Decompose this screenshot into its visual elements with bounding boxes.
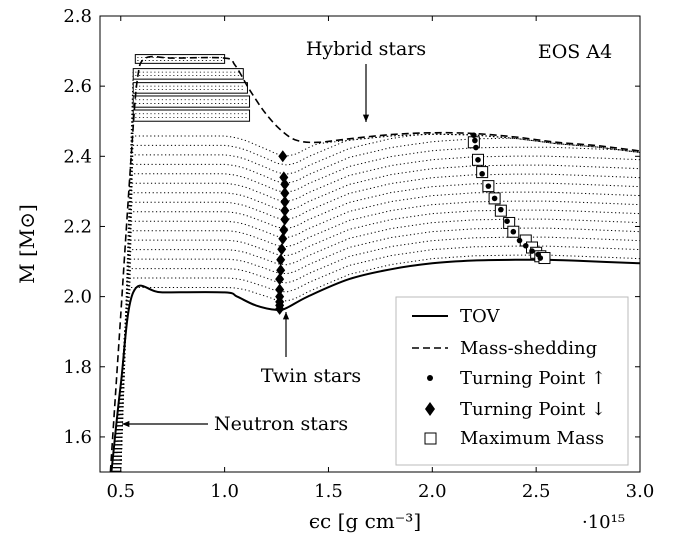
legend-maximum-mass-label: Maximum Mass [460, 428, 604, 449]
turning-point-up-marker [516, 237, 523, 244]
turning-point-down-marker [275, 273, 285, 286]
mass-shedding-curve [109, 55, 640, 472]
neutron-stars-arrow-head [122, 420, 130, 428]
hatched-box-4 [134, 54, 226, 64]
turning-point-up-marker [472, 137, 478, 144]
x-tick-label: 0.5 [106, 481, 135, 502]
legend-turning-down-swatch [425, 402, 435, 416]
rotating-sequence-7 [115, 191, 640, 472]
rotating-sequence-0 [112, 254, 640, 472]
rotating-sequence-13 [118, 137, 640, 472]
y-axis-ticks: 1.6 1.8 2.0 2.2 2.4 2.6 2.8 [63, 6, 640, 448]
legend-turning-up-label: Turning Point ↑ [460, 368, 606, 389]
x-tick-label: 1.5 [314, 481, 343, 502]
rotating-sequence-11 [117, 155, 640, 472]
legend-box [395, 296, 629, 466]
turning-point-down-marker [276, 253, 286, 266]
y-tick-label: 2.0 [63, 287, 92, 308]
x-tick-label: 2.0 [418, 481, 447, 502]
turning-point-down-marker [275, 283, 285, 296]
turning-point-down-marker [280, 213, 290, 226]
annotation-neutron: Neutron stars [214, 413, 348, 435]
hatched-box-3 [132, 68, 244, 80]
turning-point-up-marker [479, 171, 485, 177]
boundary-curves [109, 55, 640, 472]
x-axis-label: ϵc [g cm⁻³] [309, 509, 421, 533]
turning-point-down-marker [275, 302, 285, 315]
turning-point-down-marker [280, 187, 290, 200]
turning-point-down-marker [279, 223, 289, 236]
y-axis-label: M [M⊙] [15, 204, 39, 284]
turning-point-down-marker [280, 204, 290, 217]
y-tick-label: 2.2 [63, 216, 92, 237]
y-tick-label: 2.8 [63, 6, 92, 27]
turning-point-up-marker [522, 242, 529, 249]
x-tick-label: 3.0 [626, 481, 655, 502]
legend-mass-shedding-label: Mass-shedding [460, 338, 597, 359]
y-tick-label: 2.6 [63, 76, 92, 97]
legend-maximum-mass-swatch [424, 432, 437, 445]
turning-point-up-marker [475, 157, 481, 163]
x-axis-ticks: 0.5 1.0 1.5 2.0 2.5 3.0 [106, 16, 654, 502]
plot-frame [99, 15, 641, 473]
turning-point-down-marker [278, 232, 288, 245]
rotating-sequence-15 [119, 133, 640, 472]
rotating-sequence-23 [120, 69, 134, 472]
x-tick-label: 1.0 [210, 481, 239, 502]
turning-point-up-marker [491, 195, 498, 202]
turning-point-up-marker [498, 206, 504, 213]
x-axis-scale: ·10¹⁵ [582, 512, 625, 533]
hybrid-stars-arrow-head [362, 114, 370, 122]
y-tick-label: 1.8 [63, 357, 92, 378]
twin-stars-arrow-head [282, 312, 290, 320]
rotating-sequence-9 [116, 173, 640, 472]
y-tick-label: 1.6 [63, 427, 92, 448]
turning-point-down-marker [280, 178, 290, 191]
annotation-hybrid: Hybrid stars [306, 38, 426, 60]
legend: TOV Mass-shedding Turning Point ↑ Turnin… [395, 296, 629, 466]
legend-turning-down-label: Turning Point ↓ [460, 399, 606, 420]
rotating-sequence-10 [117, 164, 640, 472]
rotating-sequence-8 [116, 182, 640, 472]
annotation-eos: EOS A4 [538, 41, 612, 63]
turning-point-up-marker [504, 218, 510, 224]
rotating-sequence-6 [115, 200, 640, 472]
annotation-twin: Twin stars [261, 365, 361, 387]
rotating-sequences [112, 69, 640, 472]
hatched-box-2 [132, 82, 248, 94]
x-tick-label: 2.5 [522, 481, 551, 502]
hatched-box-1 [132, 95, 251, 108]
hatched-box-0 [132, 109, 251, 122]
y-tick-label: 2.4 [63, 146, 92, 167]
legend-turning-up-swatch [427, 375, 433, 381]
markers [275, 132, 551, 315]
turning-point-down-marker [277, 243, 287, 256]
turning-point-up-marker [510, 228, 517, 235]
turning-point-down-marker [276, 264, 286, 277]
rotating-sequence-5 [114, 209, 640, 472]
rotating-sequence-1 [112, 245, 640, 472]
legend-tov-label: TOV [460, 306, 500, 327]
turning-point-up-marker [473, 144, 479, 151]
turning-point-up-marker [471, 132, 477, 139]
hatched-boxes [132, 54, 251, 122]
tov-curve [110, 258, 640, 472]
turning-point-up-marker [529, 248, 535, 254]
turning-point-up-marker [485, 183, 492, 189]
rotating-sequence-2 [113, 236, 640, 472]
turning-point-down-marker [278, 150, 288, 163]
rotating-sequence-4 [114, 218, 640, 472]
turning-point-up-marker [537, 255, 544, 261]
annotation-arrows [122, 64, 370, 428]
rotating-sequence-22 [120, 79, 134, 472]
turning-point-down-marker [280, 195, 290, 208]
